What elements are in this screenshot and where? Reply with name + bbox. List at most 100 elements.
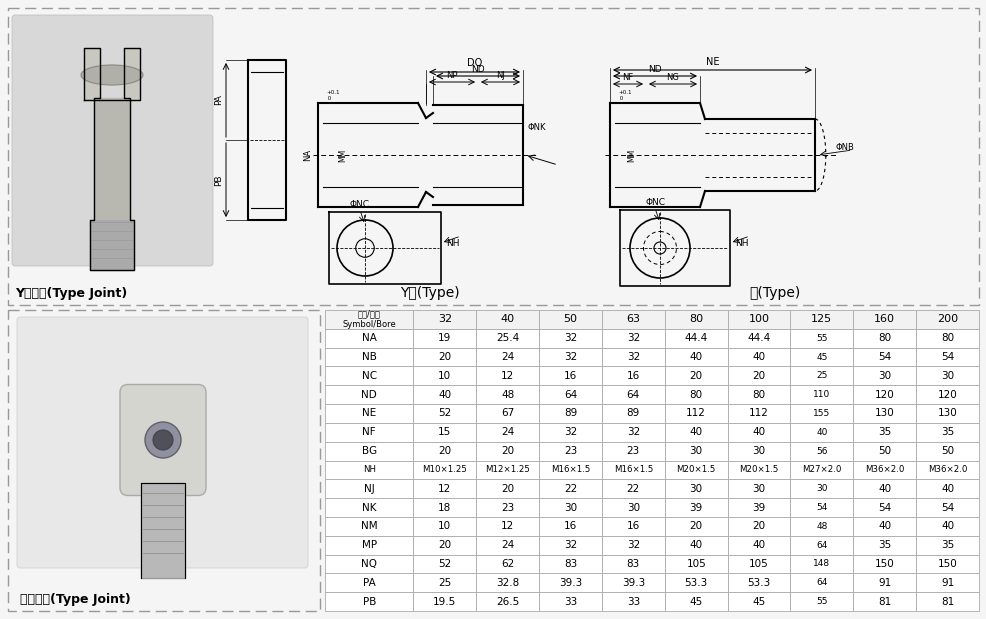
Bar xyxy=(665,329,727,348)
Bar xyxy=(727,442,790,461)
Text: PB: PB xyxy=(362,597,376,607)
Text: MP: MP xyxy=(361,540,377,550)
Text: 40: 40 xyxy=(940,483,953,494)
Text: 62: 62 xyxy=(501,559,514,569)
Bar xyxy=(413,461,475,479)
Text: 24: 24 xyxy=(501,540,514,550)
Text: 120: 120 xyxy=(937,389,956,400)
Text: Y型(Type): Y型(Type) xyxy=(399,286,459,300)
Text: 12: 12 xyxy=(438,483,451,494)
Text: 19.5: 19.5 xyxy=(433,597,456,607)
Bar xyxy=(665,536,727,555)
Bar xyxy=(8,8,978,305)
Bar xyxy=(790,536,853,555)
Text: 16: 16 xyxy=(563,371,577,381)
Text: 56: 56 xyxy=(815,446,827,456)
Bar xyxy=(538,385,601,404)
Text: 53.3: 53.3 xyxy=(746,578,770,588)
Text: 理(Type): 理(Type) xyxy=(748,286,800,300)
Bar xyxy=(601,498,665,517)
Text: 54: 54 xyxy=(815,503,826,512)
Bar xyxy=(413,404,475,423)
Text: NE: NE xyxy=(362,409,376,418)
Text: 125: 125 xyxy=(810,314,831,324)
Bar xyxy=(413,329,475,348)
Bar xyxy=(665,517,727,536)
Text: 32: 32 xyxy=(563,352,577,362)
Bar xyxy=(790,555,853,573)
Text: 55: 55 xyxy=(815,334,827,343)
Text: 89: 89 xyxy=(626,409,639,418)
Text: 32: 32 xyxy=(563,427,577,437)
Text: 10: 10 xyxy=(438,371,451,381)
Bar xyxy=(727,423,790,442)
Text: 20: 20 xyxy=(438,352,451,362)
Bar xyxy=(413,573,475,592)
Bar xyxy=(790,573,853,592)
Bar xyxy=(538,442,601,461)
Polygon shape xyxy=(94,98,130,220)
Bar xyxy=(601,517,665,536)
Text: ΦNK: ΦNK xyxy=(528,124,546,132)
Text: 16: 16 xyxy=(626,371,639,381)
Bar xyxy=(915,348,978,366)
Text: 40: 40 xyxy=(751,540,765,550)
Text: NA: NA xyxy=(303,149,313,161)
Text: 80: 80 xyxy=(688,314,703,324)
Bar xyxy=(601,442,665,461)
Text: 148: 148 xyxy=(812,560,829,568)
Polygon shape xyxy=(84,48,100,100)
Text: 39: 39 xyxy=(751,503,765,513)
Text: 20: 20 xyxy=(689,521,702,531)
Bar xyxy=(853,517,915,536)
Text: NK: NK xyxy=(362,503,376,513)
Bar xyxy=(475,498,538,517)
Bar xyxy=(324,573,413,592)
Text: 130: 130 xyxy=(874,409,893,418)
Bar xyxy=(324,385,413,404)
Bar xyxy=(665,442,727,461)
Text: 33: 33 xyxy=(626,597,639,607)
Bar xyxy=(475,461,538,479)
Text: 25: 25 xyxy=(815,371,826,380)
Bar xyxy=(601,573,665,592)
Text: 83: 83 xyxy=(563,559,577,569)
FancyBboxPatch shape xyxy=(12,15,213,266)
Bar xyxy=(915,592,978,611)
Bar xyxy=(665,404,727,423)
Bar xyxy=(853,442,915,461)
Text: NG: NG xyxy=(666,73,678,82)
Bar xyxy=(538,404,601,423)
Text: PB: PB xyxy=(214,175,223,186)
Text: 20: 20 xyxy=(438,540,451,550)
Bar xyxy=(601,366,665,385)
Text: 23: 23 xyxy=(501,503,514,513)
Circle shape xyxy=(145,422,180,458)
Bar xyxy=(475,592,538,611)
Text: 155: 155 xyxy=(812,409,829,418)
FancyBboxPatch shape xyxy=(120,384,206,495)
Bar xyxy=(324,479,413,498)
Bar xyxy=(538,555,601,573)
Text: 64: 64 xyxy=(626,389,639,400)
Text: NC: NC xyxy=(361,371,377,381)
Bar xyxy=(601,348,665,366)
Text: 52: 52 xyxy=(438,409,451,418)
Text: DQ: DQ xyxy=(466,58,481,68)
Text: 45: 45 xyxy=(751,597,765,607)
Bar xyxy=(413,479,475,498)
Bar xyxy=(413,442,475,461)
Bar xyxy=(538,573,601,592)
Bar xyxy=(413,555,475,573)
Text: 32: 32 xyxy=(563,540,577,550)
Text: M20×1.5: M20×1.5 xyxy=(739,465,778,474)
Text: 18: 18 xyxy=(438,503,451,513)
Text: 64: 64 xyxy=(563,389,577,400)
Text: 40: 40 xyxy=(878,483,890,494)
Bar xyxy=(665,461,727,479)
Bar xyxy=(475,366,538,385)
Text: 23: 23 xyxy=(626,446,639,456)
Text: 32: 32 xyxy=(626,333,639,343)
Bar xyxy=(853,573,915,592)
Bar xyxy=(727,385,790,404)
